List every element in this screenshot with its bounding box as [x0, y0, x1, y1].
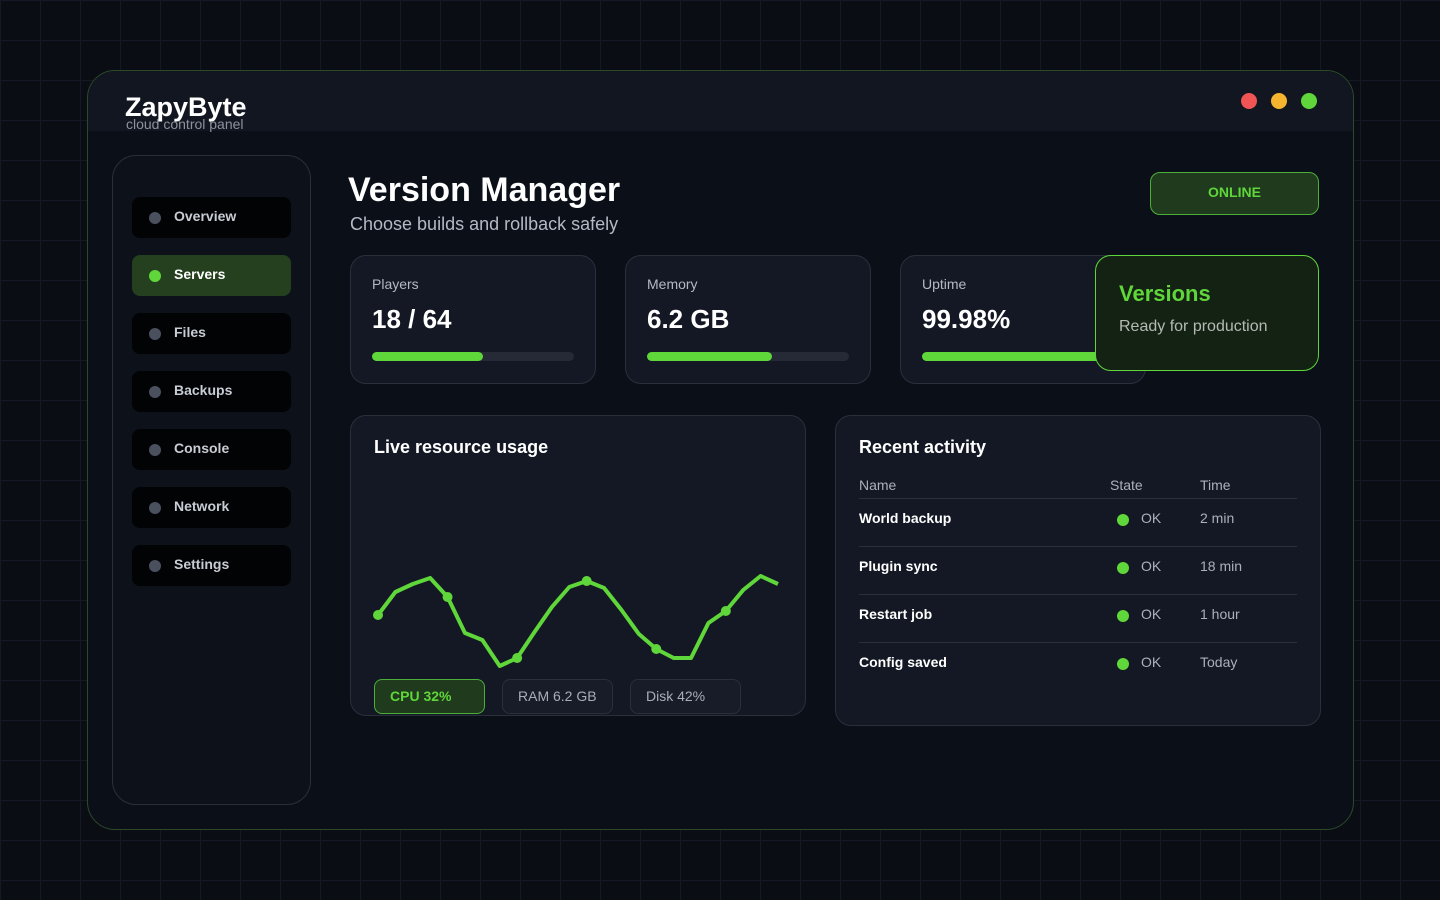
activity-name: Plugin sync	[859, 558, 938, 574]
nav-label: Backups	[174, 382, 233, 398]
nav-item[interactable]: Network	[132, 487, 291, 528]
versions-popup: Versions Ready for production	[1095, 255, 1319, 371]
state-dot	[1117, 514, 1129, 526]
nav-item[interactable]: Files	[132, 313, 291, 354]
nav-label: Overview	[174, 208, 237, 224]
nav-label: Files	[174, 324, 206, 340]
stat-label: Memory	[647, 276, 698, 292]
nav-item[interactable]: Overview	[132, 197, 291, 238]
metric-chip[interactable]: RAM 6.2 GB	[502, 679, 613, 714]
nav-dot	[149, 386, 161, 398]
activity-time: 2 min	[1200, 510, 1235, 526]
stat-card	[350, 255, 596, 384]
stat-value: 18 / 64	[372, 304, 452, 334]
activity-state: OK	[1141, 558, 1162, 574]
nav-dot	[149, 444, 161, 456]
column-header: Time	[1200, 477, 1231, 493]
stat-label: Uptime	[922, 276, 967, 292]
stat-label: Players	[372, 276, 419, 292]
usage-card	[350, 415, 806, 716]
activity-state: OK	[1141, 654, 1162, 670]
nav-item[interactable]: Settings	[132, 545, 291, 586]
chart-title: Live resource usage	[374, 437, 549, 457]
row-divider	[859, 642, 1297, 643]
stat-card	[625, 255, 871, 384]
page-subtitle: Choose builds and rollback safely	[350, 214, 619, 234]
popup-title: Versions	[1119, 281, 1211, 306]
state-dot	[1117, 562, 1129, 574]
nav-dot	[149, 270, 161, 282]
activity-state: OK	[1141, 606, 1162, 622]
tagline: cloud control panel	[126, 116, 244, 132]
column-header: Name	[859, 477, 897, 493]
activity-state: OK	[1141, 510, 1162, 526]
row-divider	[859, 546, 1297, 547]
nav-dot	[149, 560, 161, 572]
activity-card	[835, 415, 1321, 726]
title-bar	[88, 71, 1353, 131]
minimize-button[interactable]	[1271, 93, 1287, 109]
sidebar	[112, 155, 311, 805]
brand: ZapyByte	[125, 92, 247, 122]
activity-name: Config saved	[859, 654, 947, 670]
popup-text: Ready for production	[1119, 318, 1268, 335]
status-button[interactable]: ONLINE	[1150, 172, 1319, 215]
nav-dot	[149, 328, 161, 340]
activity-time: 1 hour	[1200, 606, 1240, 622]
progress-fill	[647, 352, 773, 361]
nav-item[interactable]: Servers	[132, 255, 291, 296]
column-header: State	[1110, 477, 1143, 493]
stat-value: 99.98%	[922, 304, 1011, 334]
state-dot	[1117, 658, 1129, 670]
nav-label: Console	[174, 440, 230, 456]
nav-dot	[149, 212, 161, 224]
state-dot	[1117, 610, 1129, 622]
close-button[interactable]	[1241, 93, 1257, 109]
nav-label: Servers	[174, 266, 226, 282]
metric-chip[interactable]: CPU 32%	[374, 679, 485, 714]
activity-time: Today	[1200, 654, 1238, 670]
maximize-button[interactable]	[1301, 93, 1317, 109]
progress-fill	[372, 352, 484, 361]
activity-time: 18 min	[1200, 558, 1243, 574]
activity-name: Restart job	[859, 606, 933, 622]
nav-item[interactable]: Backups	[132, 371, 291, 412]
stat-value: 6.2 GB	[647, 304, 730, 334]
row-divider	[859, 498, 1297, 499]
row-divider	[859, 594, 1297, 595]
nav-label: Settings	[174, 556, 230, 572]
nav-label: Network	[174, 498, 230, 514]
nav-item[interactable]: Console	[132, 429, 291, 470]
activity-name: World backup	[859, 510, 952, 526]
metric-chip[interactable]: Disk 42%	[630, 679, 741, 714]
activity-title: Recent activity	[859, 437, 987, 457]
page-title: Version Manager	[348, 171, 621, 209]
nav-dot	[149, 502, 161, 514]
progress-fill	[922, 352, 1104, 361]
